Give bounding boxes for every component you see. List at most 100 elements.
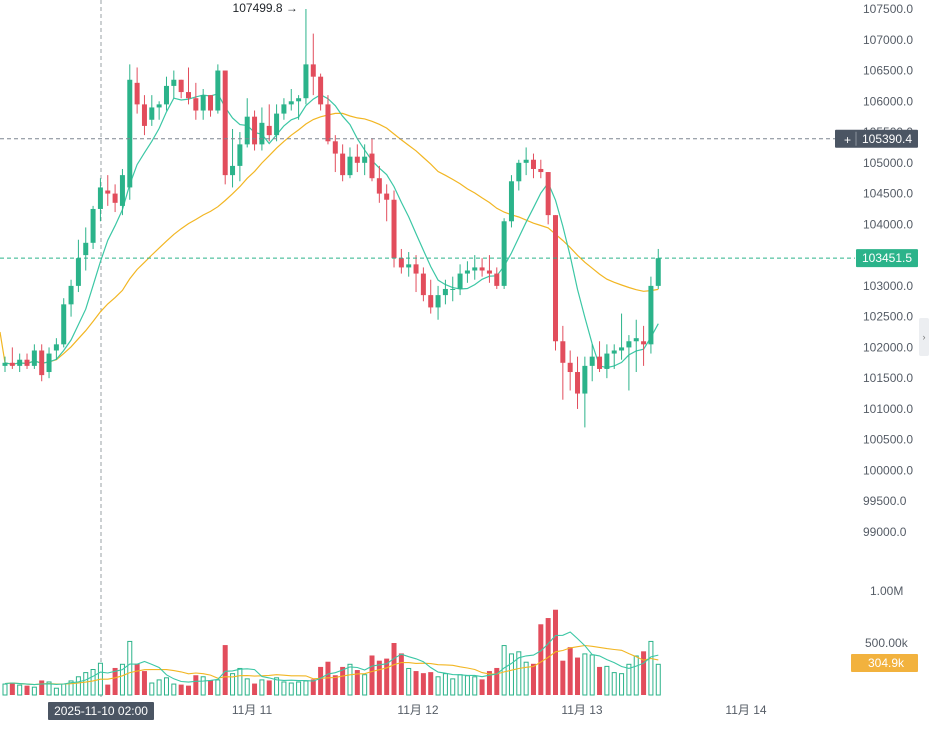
x-tick-label: 11月 12 <box>397 703 438 717</box>
candle-body <box>604 353 610 369</box>
candle-body <box>494 273 500 286</box>
volume-bars <box>2 609 661 696</box>
candle-body <box>259 122 265 145</box>
volume-bar <box>560 660 566 695</box>
volume-bar <box>354 670 360 695</box>
volume-bar <box>31 686 37 696</box>
volume-bar <box>472 676 478 696</box>
candle-body <box>450 288 456 290</box>
candle-body <box>362 156 368 163</box>
collapse-handle[interactable]: › <box>919 318 929 356</box>
candle-body <box>9 362 15 366</box>
x-tick-label: 11月 13 <box>561 703 602 717</box>
volume-bar <box>347 663 353 696</box>
candle-body <box>464 270 470 274</box>
volume-bar <box>141 671 147 695</box>
candle-body <box>597 356 603 369</box>
volume-bar <box>420 673 426 695</box>
volume-bar <box>127 640 133 696</box>
volume-bar <box>200 676 206 696</box>
volume-bar <box>340 666 346 695</box>
volume-bar <box>619 673 625 696</box>
candle-body <box>560 341 566 363</box>
candle-body <box>501 221 507 286</box>
candle-body <box>303 64 309 99</box>
volume-bar <box>604 665 610 696</box>
volume-bar <box>376 660 382 695</box>
volume-bar <box>575 657 581 695</box>
candle-body <box>626 341 632 348</box>
indicator-tabs-strip <box>0 729 936 739</box>
candle-body <box>325 104 331 142</box>
volume-bar <box>296 681 302 696</box>
candle-body <box>296 98 302 102</box>
volume-ma-fast-line <box>4 631 659 686</box>
candle-body <box>413 264 419 274</box>
candle-body <box>567 362 573 373</box>
volume-bar <box>597 666 603 695</box>
volume-bar <box>384 658 390 695</box>
y-tick-label: 104500.0 <box>863 187 913 201</box>
volume-bar <box>156 679 162 696</box>
price-axis: 107500.0107000.0106500.0106000.0105500.0… <box>863 2 913 650</box>
time-axis: 11月 11 11月 12 11月 13 11月 14 <box>232 703 767 717</box>
candle-body <box>105 190 111 194</box>
volume-bar <box>310 679 316 695</box>
candle-body <box>53 344 59 351</box>
candle-body <box>619 347 625 351</box>
candle-body <box>435 295 441 308</box>
volume-bar <box>83 672 89 696</box>
candle-body <box>318 76 324 105</box>
volume-bar <box>274 677 280 696</box>
y-tick-label: 104000.0 <box>863 217 913 231</box>
volume-bar <box>288 682 294 696</box>
ma-fast-line <box>4 93 659 369</box>
volume-bar <box>435 676 441 696</box>
volume-bar <box>53 687 59 696</box>
current-price-value: 103451.5 <box>862 251 912 265</box>
candle-body <box>222 70 228 176</box>
volume-bar <box>508 653 514 696</box>
candle-body <box>186 92 191 99</box>
volume-bar <box>516 651 522 696</box>
candle-body <box>655 258 661 286</box>
candle-body <box>193 98 199 111</box>
volume-bar <box>281 681 287 696</box>
volume-bar <box>105 684 111 695</box>
volume-bar <box>545 618 551 695</box>
y-tick-label: 102000.0 <box>863 340 913 354</box>
candle-body <box>310 64 316 77</box>
current-volume-badge <box>851 654 918 672</box>
volume-bar <box>112 667 118 695</box>
volume-bar <box>611 672 617 696</box>
volume-bar <box>464 675 470 696</box>
volume-bar <box>626 663 632 696</box>
y-tick-label: 106000.0 <box>863 94 913 108</box>
x-tick-label: 11月 11 <box>232 703 273 717</box>
y-tick-label: 106500.0 <box>863 64 913 78</box>
candle-body <box>200 95 206 111</box>
candle-body <box>332 141 338 154</box>
volume-bar <box>332 675 338 695</box>
volume-bar <box>171 683 177 696</box>
candle-body <box>127 79 133 188</box>
volume-bar <box>523 661 529 696</box>
crosshair-date-value: 2025-11-10 02:00 <box>54 704 148 718</box>
volume-bar <box>413 671 419 695</box>
volume-ma-slow-line <box>4 644 659 686</box>
candle-body <box>545 172 551 216</box>
y-tick-label: 105000.0 <box>863 156 913 170</box>
add-alert-icon: + <box>844 133 851 147</box>
x-tick-label: 11月 14 <box>725 703 766 717</box>
volume-bar <box>501 645 507 696</box>
volume-bar <box>362 674 368 696</box>
candle-body <box>252 116 258 145</box>
volume-bar <box>61 683 67 696</box>
y-tick-label: 101000.0 <box>863 402 913 416</box>
candle-body <box>274 113 280 136</box>
candle-body <box>589 356 595 366</box>
candle-body <box>61 304 67 345</box>
candle-body <box>17 359 23 366</box>
candle-body <box>641 341 647 345</box>
